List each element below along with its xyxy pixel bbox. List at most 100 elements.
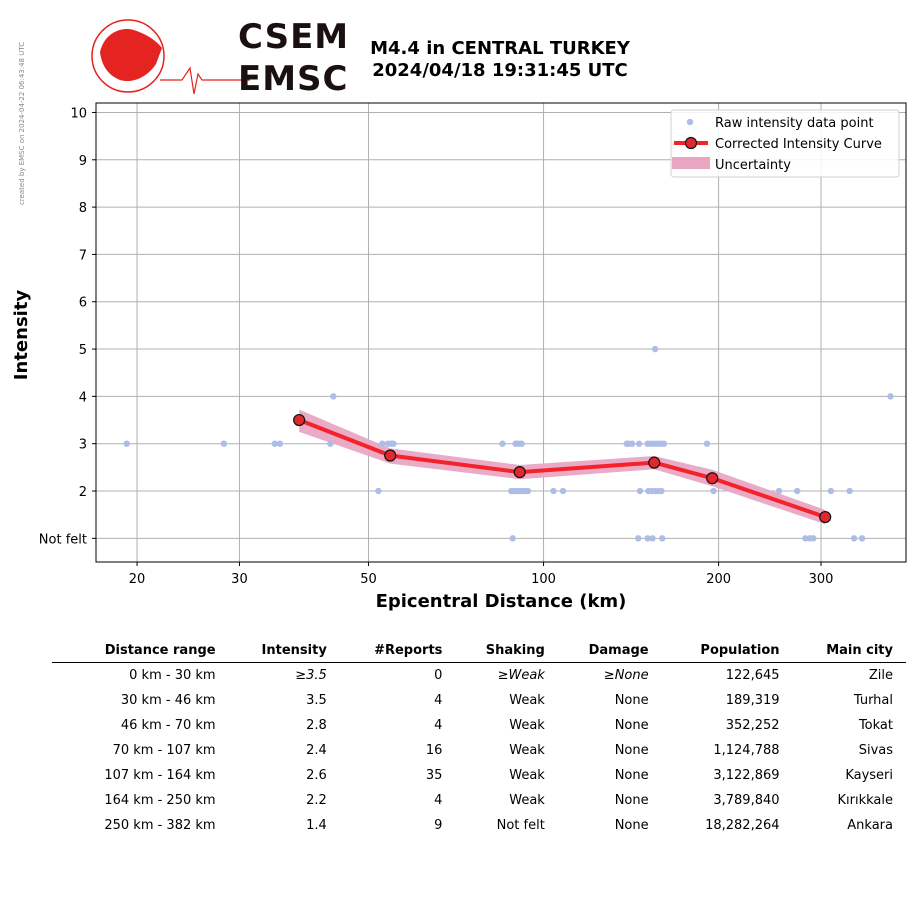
y-tick-label: 8 [79,201,87,216]
table-cell-range: 107 km - 164 km [104,768,216,783]
table-cell-city: Kayseri [845,768,893,783]
legend-box [670,109,900,178]
table-cell-population: 352,252 [725,718,780,733]
table-cell-reports: 35 [425,768,443,783]
curve-point-marker [648,456,661,469]
legend-label-curve: Corrected Intensity Curve [715,137,882,152]
raw-data-point [858,535,866,542]
legend-label-unc: Uncertainty [715,158,791,173]
curve-point-marker [513,465,526,479]
column-header: #Reports [339,640,456,663]
raw-data-point [649,535,656,542]
raw-data-point [703,440,711,447]
table-cell-damage: None [614,693,649,708]
x-tick-label: 100 [531,572,556,587]
table-row: 250 km - 382 km 1.4 9 Not felt None 18,282,26… [52,813,906,838]
table-cell-reports: 4 [434,693,443,708]
table-cell-damage: None [614,793,649,808]
column-header: Intensity [228,640,340,663]
table-cell-intensity: ≥3.5 [295,668,327,683]
table-cell-reports: 16 [425,743,443,758]
table-cell-damage: None [614,718,649,733]
table-cell-range: 250 km - 382 km [104,818,216,833]
raw-data-point [802,535,809,542]
column-header: Damage [557,640,662,663]
x-tick-label: 20 [129,572,146,587]
table-cell-population: 18,282,264 [705,818,780,833]
raw-data-point [220,440,228,447]
logo-text-emsc: EMSC [238,59,349,99]
raw-data-point [651,345,659,353]
column-header: Population [661,640,793,663]
raw-data-point [330,393,337,400]
table-cell-population: 122,645 [725,668,780,683]
raw-data-point [635,535,642,542]
column-header: Distance range [52,640,229,663]
table-cell-population: 1,124,788 [713,743,780,758]
table-cell-city: Kırıkkale [837,793,894,808]
table-cell-range: 0 km - 30 km [129,668,216,683]
table-cell-damage: None [614,818,649,833]
table-row: 107 km - 164 km 2.6 35 Weak None 3,122,869 Kay… [52,763,906,788]
raw-data-point [775,487,783,495]
x-tick-label: 200 [706,572,731,587]
table-cell-shaking: Weak [509,693,545,708]
table-cell-shaking: Weak [509,743,545,758]
chart-legend: Raw intensity data point Corrected Intens… [670,109,900,178]
table-cell-damage: None [614,743,649,758]
table-cell-damage: None [614,768,649,783]
raw-data-point [887,393,894,400]
table-header-row: Distance range Intensity #Reports Shaking Da… [52,640,906,663]
y-tick-label: 10 [70,106,87,121]
y-tick-label: 7 [79,248,87,263]
table-cell-intensity: 1.4 [306,818,327,833]
y-tick-label: 3 [79,438,87,453]
raw-data-point [518,440,525,447]
table-cell-shaking: Weak [509,768,545,783]
y-tick-label: 9 [79,154,87,169]
raw-data-point [390,440,397,447]
curve-point-marker [706,472,719,485]
raw-data-point [524,487,532,495]
title-line-1: M4.4 in CENTRAL TURKEY [370,38,630,59]
uncertainty-band [299,409,826,525]
intensity-summary-table: Distance range Intensity #Reports Shaking Da… [52,640,906,838]
table-cell-range: 164 km - 250 km [104,793,216,808]
curve-point-marker [384,449,397,462]
raw-data-point [509,535,516,542]
raw-data-point [628,440,636,447]
table-cell-city: Zile [868,668,893,683]
plot-frame [95,102,907,563]
table-cell-shaking: Weak [509,793,545,808]
table-cell-range: 30 km - 46 km [120,693,216,708]
raw-points [123,345,894,542]
table-cell-city: Tokat [858,718,893,733]
legend-label-raw: Raw intensity data point [715,116,874,131]
table-cell-reports: 9 [434,818,443,833]
raw-data-point [559,487,567,495]
legend-raw-marker [686,118,694,126]
column-header: Shaking [455,640,558,663]
table-cell-reports: 4 [434,718,443,733]
x-tick-label: 30 [231,572,248,587]
table-cell-intensity: 2.4 [306,743,327,758]
raw-data-point [375,487,382,495]
raw-data-point [659,535,666,542]
y-tick-label: 5 [79,343,87,358]
table-cell-range: 46 km - 70 km [120,718,216,733]
y-tick-label: Not felt [39,532,87,547]
x-axis-label: Epicentral Distance (km) [376,591,627,612]
raw-data-point [710,487,717,495]
raw-data-point [660,440,668,447]
table-row: 164 km - 250 km 2.2 4 Weak None 3,789,840 Kırı… [52,788,906,813]
table-cell-city: Sivas [858,743,893,758]
table-row: 70 km - 107 km 2.4 16 Weak None 1,124,788 Siva… [52,738,906,763]
raw-data-point [850,535,858,542]
table-cell-reports: 4 [434,793,443,808]
table-cell-population: 3,122,869 [713,768,780,783]
table-cell-intensity: 2.8 [306,718,327,733]
raw-data-point [827,487,835,495]
csem-emsc-logo: CSEM EMSC [90,18,348,98]
raw-data-point [793,487,801,495]
table-cell-shaking: Not felt [496,818,545,833]
